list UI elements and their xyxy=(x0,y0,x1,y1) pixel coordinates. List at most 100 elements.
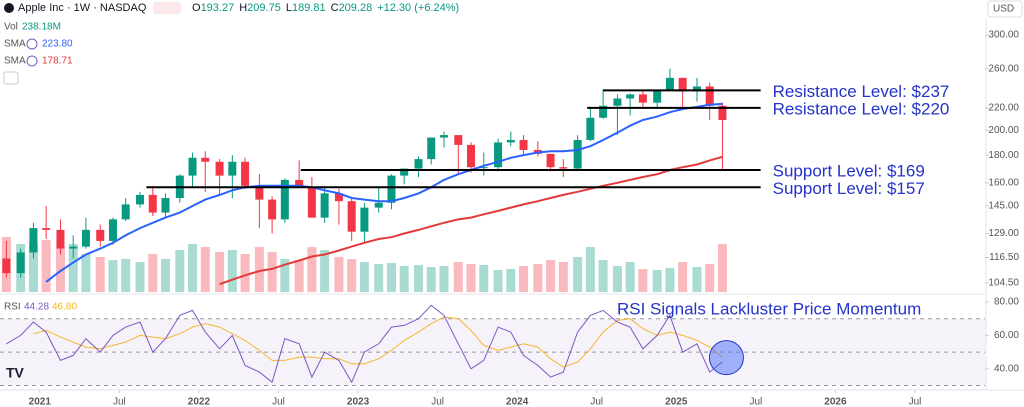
candle-body xyxy=(295,179,304,188)
candle-body xyxy=(121,204,130,220)
candle-body xyxy=(705,86,714,106)
legend-label: SMA xyxy=(4,56,26,67)
candle-body xyxy=(494,142,503,168)
volume-bar xyxy=(506,269,516,292)
volume-bar xyxy=(414,265,424,292)
volume-bar xyxy=(546,260,556,292)
x-tick-label: 2024 xyxy=(506,397,529,407)
volume-bar xyxy=(638,269,648,292)
volume-bar xyxy=(41,240,51,292)
volume-bar xyxy=(652,270,662,292)
y-tick-label: 180.00 xyxy=(988,150,1019,161)
volume-bar xyxy=(717,244,727,292)
rsi-line xyxy=(6,304,723,384)
y-tick-label: 300.00 xyxy=(988,30,1019,41)
x-tick-label: 2021 xyxy=(29,397,52,407)
volume-bar xyxy=(585,247,595,292)
legend-label: SMA xyxy=(4,39,26,50)
x-tick-label: 2026 xyxy=(824,397,847,407)
rsi-ma-value: 46.80 xyxy=(52,302,77,313)
legend-value: 223.80 xyxy=(42,39,73,50)
candle-body xyxy=(215,161,224,176)
x-tick-label: Jul xyxy=(113,397,126,407)
legend-value: 178.71 xyxy=(42,56,73,67)
candle-body xyxy=(188,157,197,176)
x-tick-label: Jul xyxy=(749,397,762,407)
candle-body xyxy=(387,175,396,203)
candle-body xyxy=(653,90,662,103)
candle-body xyxy=(81,229,90,247)
ohlc-key: H xyxy=(239,2,247,14)
candle-body xyxy=(255,185,264,200)
candle-body xyxy=(42,228,51,230)
candle-body xyxy=(546,153,555,168)
candle-body xyxy=(148,194,157,213)
candle-body xyxy=(439,135,448,138)
legend-value: 238.18M xyxy=(22,22,61,33)
y-tick-label: 260.00 xyxy=(988,63,1019,74)
candle-body xyxy=(479,167,488,169)
x-tick-label: 2023 xyxy=(347,397,370,407)
candle-body xyxy=(241,161,250,186)
candle-body xyxy=(427,137,436,160)
candle-body xyxy=(228,161,237,176)
candle-body xyxy=(559,167,568,169)
candle-body xyxy=(280,179,289,220)
currency: USD xyxy=(993,4,1014,15)
rsi-ma-line xyxy=(33,316,723,368)
brand-logo: TV xyxy=(6,365,25,381)
volume-bar xyxy=(280,259,290,292)
volume-bar xyxy=(347,259,357,292)
indicator-button[interactable] xyxy=(153,2,181,14)
volume-bar xyxy=(439,266,449,292)
volume-bar xyxy=(294,260,304,292)
currency-button[interactable] xyxy=(987,0,1023,18)
x-tick-label: Jul xyxy=(272,397,285,407)
legend-icon xyxy=(26,38,38,50)
collapse-button[interactable] xyxy=(3,71,19,85)
candle-body xyxy=(56,229,65,249)
volume-bar xyxy=(426,267,436,292)
y-tick-label: 129.00 xyxy=(988,228,1019,239)
ohlc-key: O xyxy=(192,2,201,14)
candle-body xyxy=(360,207,369,232)
volume-bar xyxy=(55,247,65,292)
volume-bar xyxy=(254,247,264,292)
ohlc-key: L xyxy=(286,2,292,14)
volume-bar xyxy=(612,266,622,292)
y-tick-label: 220.00 xyxy=(988,103,1019,114)
level-label: Support Level: $169 xyxy=(773,161,925,180)
candle-body xyxy=(400,168,409,176)
volume-bar xyxy=(108,260,118,292)
candle-body xyxy=(692,86,701,92)
ohlc-value: 193.27 xyxy=(201,2,235,14)
candle-body xyxy=(268,199,277,220)
volume-bar xyxy=(135,262,145,292)
candle-body xyxy=(586,117,595,140)
rsi-label: RSI xyxy=(4,302,21,313)
y-tick-label: 145.00 xyxy=(988,201,1019,212)
candle-body xyxy=(347,201,356,232)
legend-label: Vol xyxy=(4,22,18,33)
ohlc-value: 189.81 xyxy=(292,2,326,14)
x-tick-label: Jul xyxy=(590,397,603,407)
volume-bar xyxy=(399,266,409,292)
candle-body xyxy=(414,159,423,169)
candle-body xyxy=(718,105,727,120)
y-tick-label: 104.50 xyxy=(988,278,1019,289)
x-tick-label: Jul xyxy=(431,397,444,407)
volume-bar xyxy=(95,257,105,292)
volume-bar xyxy=(665,268,675,292)
x-tick-label: 2025 xyxy=(665,397,688,407)
volume-bar xyxy=(215,252,225,292)
candle-body xyxy=(573,139,582,169)
candle-body xyxy=(2,258,11,274)
volume-bar xyxy=(533,264,543,292)
logo xyxy=(4,3,14,13)
candle-body xyxy=(467,144,476,168)
candle-body xyxy=(108,219,117,241)
ohlc-value: 209.28 xyxy=(339,2,373,14)
ohlc-value: 209.75 xyxy=(247,2,281,14)
